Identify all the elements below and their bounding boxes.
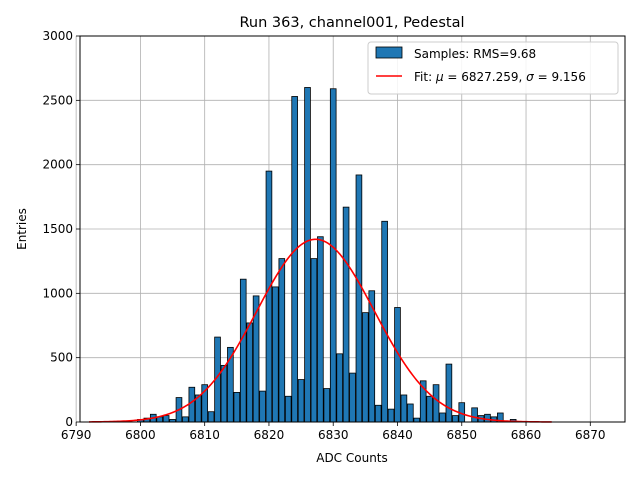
y-tick-label: 3000 <box>42 29 73 43</box>
x-tick-label: 6810 <box>189 428 220 442</box>
legend-separator: , <box>519 70 527 84</box>
histogram-bar <box>355 174 363 423</box>
histogram-bar <box>239 278 247 423</box>
legend-bar-swatch <box>375 46 403 59</box>
histogram-bar <box>432 384 440 423</box>
histogram-bar <box>445 363 453 423</box>
chart-title: Run 363, channel001, Pedestal <box>239 15 464 31</box>
histogram-bar <box>246 322 253 423</box>
histogram-bar <box>291 96 298 423</box>
y-tick-label: 0 <box>65 415 73 429</box>
x-tick-label: 6820 <box>254 428 285 442</box>
histogram-bar <box>387 408 395 423</box>
legend: Samples: RMS=9.68 Fit: μ = 6827.259, σ =… <box>367 41 619 95</box>
x-tick-label: 6790 <box>61 428 92 442</box>
y-tick-label: 1500 <box>42 222 73 236</box>
histogram-bar <box>342 206 350 423</box>
histogram-bars <box>137 87 517 423</box>
y-tick-label: 1000 <box>42 286 73 300</box>
legend-mu-symbol: μ <box>435 70 444 84</box>
histogram-bar <box>349 372 356 423</box>
legend-sigma-symbol: σ <box>526 70 534 84</box>
histogram-bar <box>407 403 414 423</box>
histogram-bar <box>220 364 228 423</box>
x-tick-label: 6830 <box>318 428 349 442</box>
histogram-bar <box>452 415 459 423</box>
histogram-bar <box>233 392 241 423</box>
histogram-bar <box>413 417 421 423</box>
histogram-bar <box>336 353 343 423</box>
histogram-bar <box>304 87 311 423</box>
x-tick-label: 6870 <box>575 428 606 442</box>
histogram-bar <box>207 411 215 423</box>
x-axis-ticks: 6790 6800 6810 6820 6830 6840 6850 6860 6870 <box>61 422 606 442</box>
y-tick-label: 500 <box>50 351 73 365</box>
legend-sigma-value: 9.156 <box>551 70 585 84</box>
histogram-bar <box>162 415 170 423</box>
legend-fit-label: Fit: μ = 6827.259, σ = 9.156 <box>414 70 586 84</box>
x-tick-label: 6850 <box>446 428 477 442</box>
histogram-bar <box>272 286 279 423</box>
x-tick-label: 6800 <box>125 428 156 442</box>
legend-sigma-equals: = <box>534 70 552 84</box>
histogram-bar <box>439 412 446 423</box>
histogram-bar <box>362 312 369 423</box>
histogram-bar <box>310 258 318 423</box>
x-tick-label: 6840 <box>382 428 413 442</box>
histogram-bar <box>471 407 478 423</box>
histogram-bar <box>329 88 337 423</box>
histogram-bar <box>484 413 491 423</box>
histogram-bar <box>188 386 196 423</box>
histogram-bar <box>317 236 324 423</box>
x-axis-label: ADC Counts <box>316 451 388 465</box>
x-tick-label: 6860 <box>511 428 542 442</box>
y-tick-label: 2500 <box>42 93 73 107</box>
histogram-bar <box>278 258 286 423</box>
fit-curve <box>88 238 552 423</box>
histogram-bar <box>400 394 408 423</box>
histogram-bar <box>265 170 273 423</box>
histogram-bar <box>323 388 331 423</box>
histogram-bar <box>426 395 433 423</box>
histogram-bar <box>394 307 401 423</box>
y-axis-ticks: 0 500 1000 1500 2000 2500 3000 <box>42 29 80 429</box>
histogram-bar <box>259 390 266 423</box>
y-axis-label: Entries <box>15 208 29 250</box>
legend-fit-prefix: Fit: <box>414 70 436 84</box>
legend-mu-equals: = <box>444 70 462 84</box>
legend-mu-value: 6827.259 <box>461 70 518 84</box>
y-tick-label: 2000 <box>42 158 73 172</box>
histogram-bar <box>182 416 189 423</box>
legend-samples-label: Samples: RMS=9.68 <box>414 47 536 61</box>
legend-frame <box>367 41 619 95</box>
histogram-bar <box>297 379 305 423</box>
histogram-bar <box>374 404 382 423</box>
histogram-bar <box>381 220 388 423</box>
histogram-bar <box>284 395 292 423</box>
